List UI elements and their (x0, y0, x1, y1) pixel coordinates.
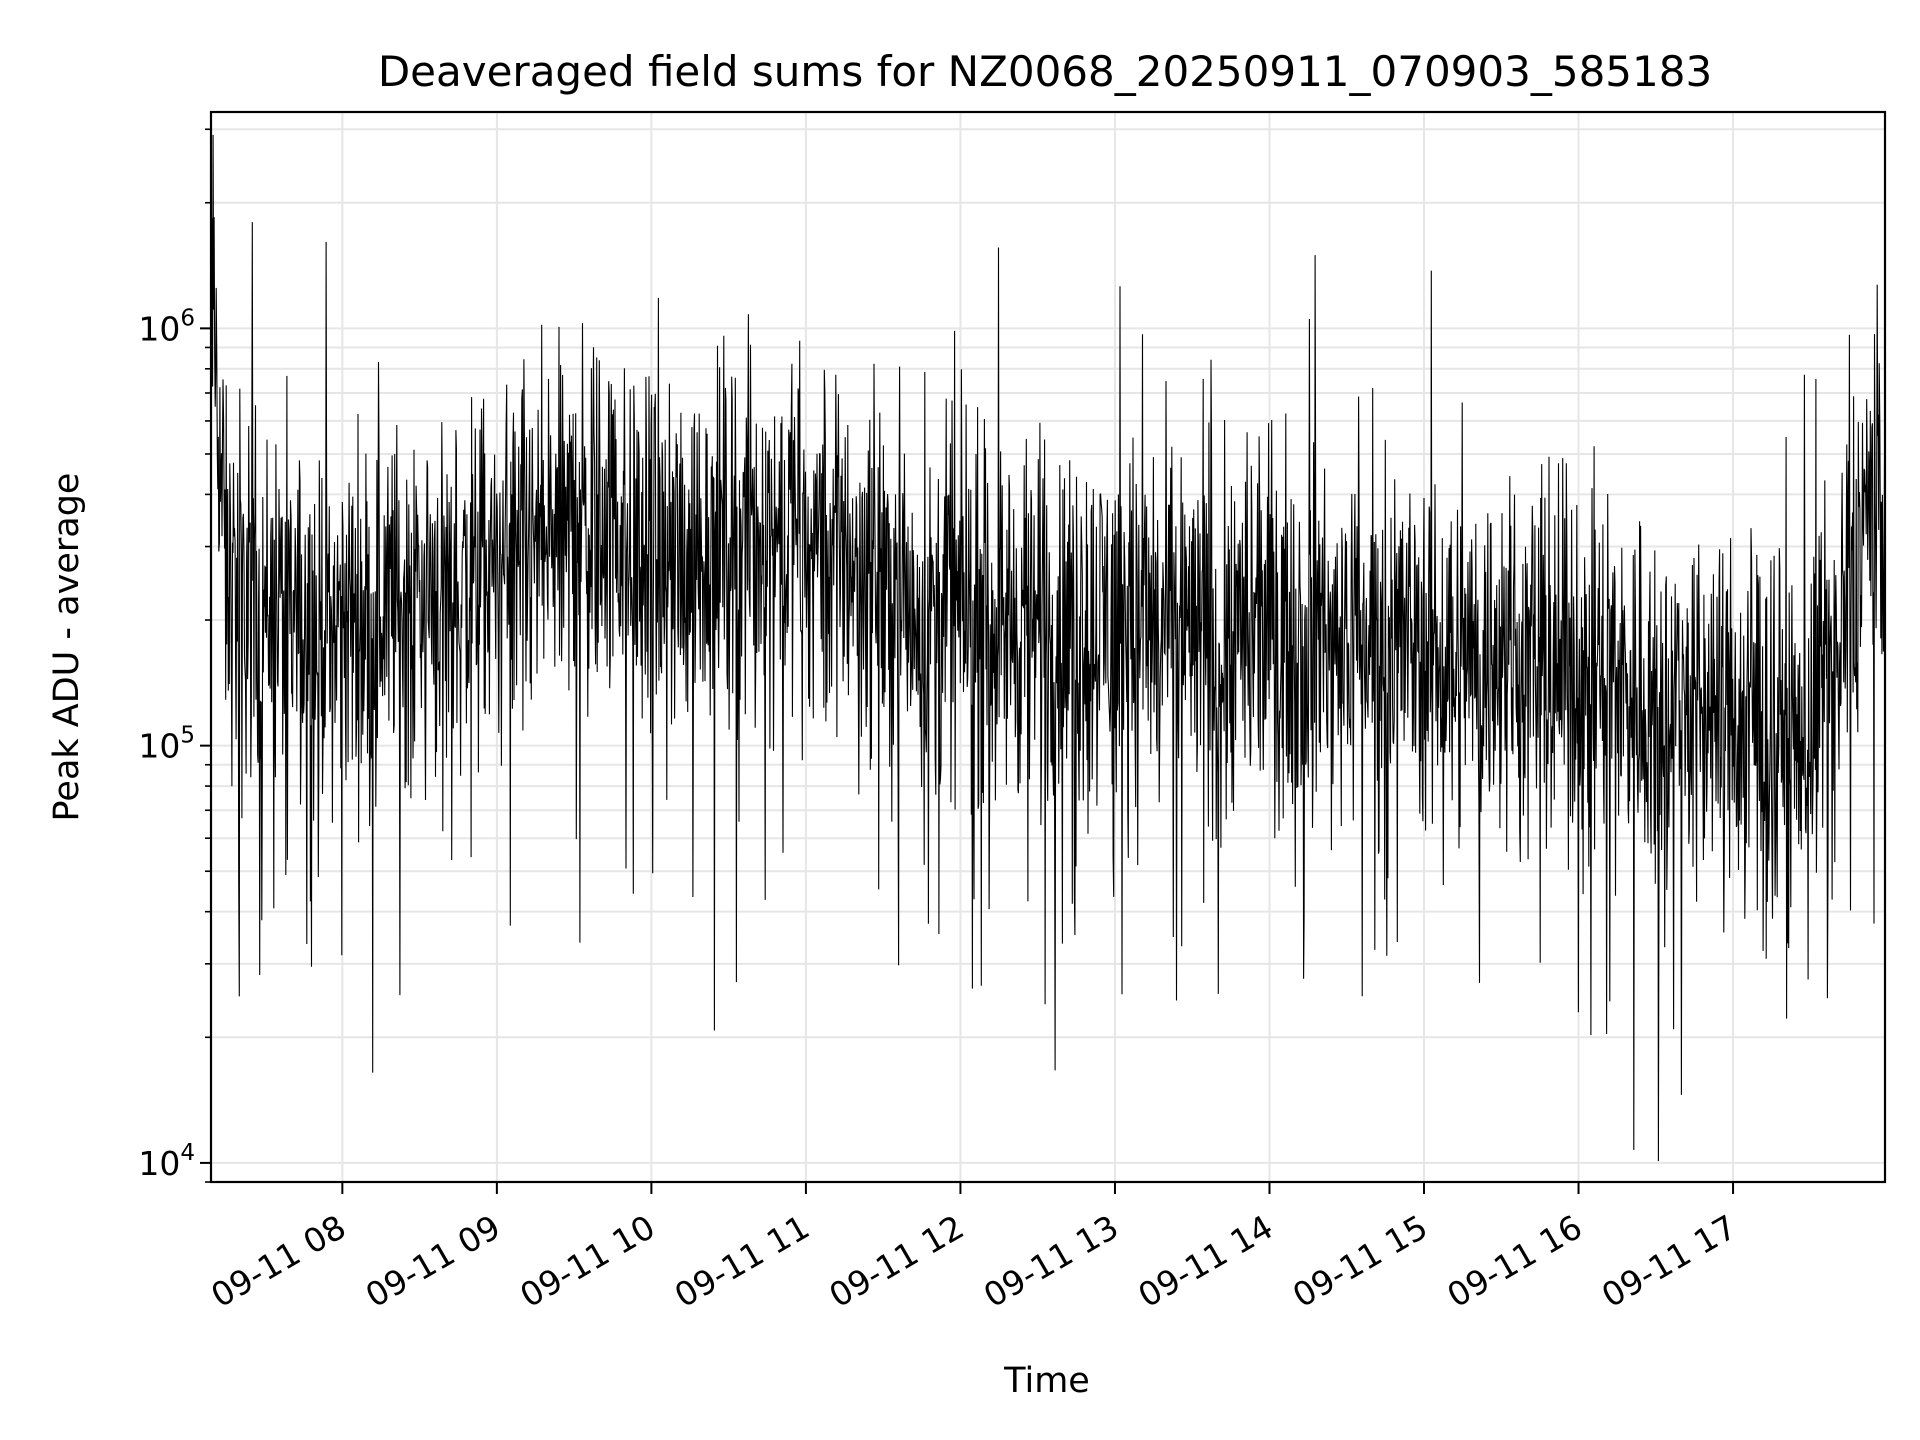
x-axis-label: Time (1003, 1361, 1090, 1401)
series-line (210, 134, 1886, 1162)
plot-frame (209, 110, 1887, 1184)
data-series (210, 134, 1886, 1162)
y-axis-label: Peak ADU - average (47, 473, 87, 822)
y-tick-label: 104 (138, 1140, 195, 1183)
y-tick-label: 106 (138, 305, 195, 348)
chart-title: Deaveraged field sums for NZ0068_2025091… (378, 47, 1712, 96)
y-tick-label: 105 (138, 723, 195, 766)
y-axis: 104 105 106 (138, 128, 211, 1183)
